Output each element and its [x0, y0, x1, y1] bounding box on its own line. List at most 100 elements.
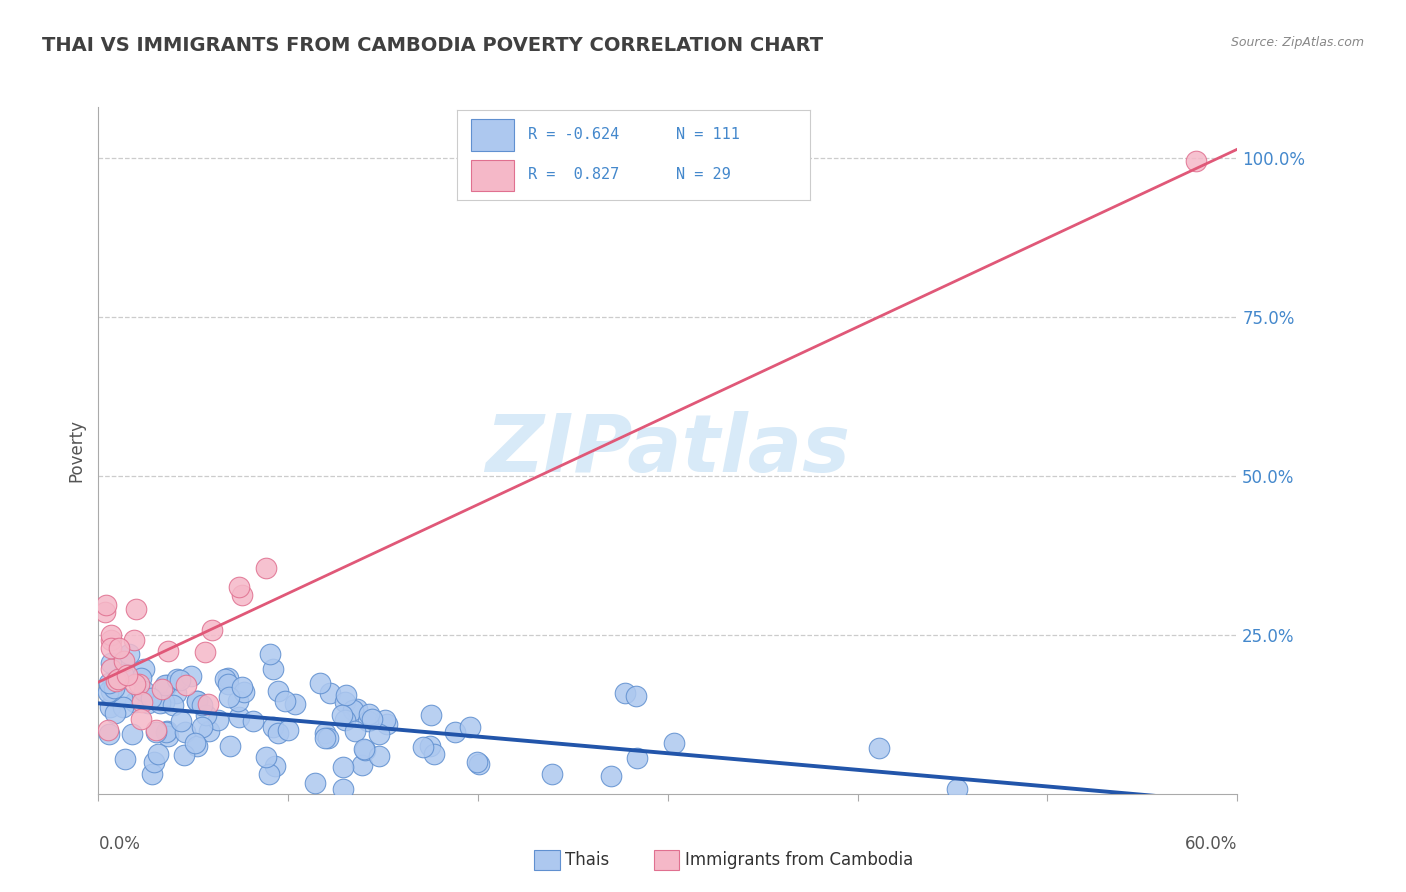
Point	[361, 712, 384, 726]
Point	[946, 781, 969, 796]
Point	[231, 680, 253, 694]
Point	[197, 698, 219, 712]
Point	[104, 706, 127, 720]
Point	[350, 758, 373, 772]
Point	[98, 727, 121, 741]
Point	[97, 723, 120, 738]
Point	[122, 633, 145, 648]
Point	[332, 781, 354, 796]
Text: 0.0%: 0.0%	[98, 835, 141, 853]
Point	[118, 647, 141, 661]
Point	[214, 673, 236, 687]
Point	[420, 708, 443, 723]
Point	[128, 677, 150, 691]
Point	[194, 645, 217, 659]
Point	[134, 662, 156, 676]
Point	[100, 628, 122, 642]
Point	[153, 677, 176, 691]
Point	[142, 755, 165, 769]
Point	[145, 723, 167, 738]
Point	[262, 720, 284, 734]
Text: Thais: Thais	[565, 851, 609, 869]
Point	[104, 673, 127, 688]
Point	[156, 729, 179, 743]
Point	[201, 623, 224, 637]
Point	[217, 671, 239, 685]
Point	[277, 723, 299, 738]
Text: Immigrants from Cambodia: Immigrants from Cambodia	[685, 851, 912, 869]
Point	[868, 740, 890, 755]
Point	[460, 720, 482, 734]
Point	[309, 675, 332, 690]
Point	[600, 769, 623, 783]
Point	[100, 684, 122, 698]
Text: ZIPatlas: ZIPatlas	[485, 411, 851, 490]
Point	[165, 686, 187, 700]
Point	[318, 686, 340, 700]
Point	[100, 661, 122, 675]
Point	[136, 697, 159, 711]
Point	[157, 644, 180, 658]
Point	[191, 698, 214, 713]
Point	[98, 700, 121, 714]
Point	[626, 751, 648, 765]
Point	[335, 688, 357, 702]
Point	[267, 684, 290, 698]
Point	[274, 693, 297, 707]
Point	[207, 713, 229, 727]
Point	[264, 758, 287, 772]
Point	[423, 747, 446, 761]
Point	[314, 725, 336, 739]
Point	[100, 641, 122, 656]
Point	[121, 726, 143, 740]
Point	[166, 672, 188, 686]
Point	[374, 713, 396, 727]
Point	[316, 731, 339, 745]
Point	[111, 667, 134, 681]
Text: 60.0%: 60.0%	[1185, 835, 1237, 853]
Point	[541, 766, 564, 780]
Point	[100, 633, 122, 648]
Point	[153, 696, 176, 710]
Point	[108, 640, 131, 655]
Point	[148, 747, 170, 761]
Point	[149, 696, 172, 710]
Point	[186, 739, 208, 753]
Point	[412, 740, 434, 755]
Point	[367, 748, 389, 763]
Point	[1184, 154, 1206, 169]
Point	[156, 678, 179, 692]
Point	[131, 712, 153, 726]
Point	[257, 767, 280, 781]
Point	[314, 731, 336, 746]
Point	[98, 676, 121, 690]
Point	[228, 694, 250, 708]
Point	[259, 647, 281, 661]
Point	[186, 694, 208, 708]
Point	[173, 725, 195, 739]
Point	[190, 720, 212, 734]
Point	[103, 681, 125, 695]
Point	[170, 714, 193, 728]
Point	[304, 775, 326, 789]
Point	[359, 706, 381, 721]
Point	[112, 654, 135, 668]
Point	[134, 683, 156, 698]
Point	[375, 717, 398, 731]
Point	[180, 668, 202, 682]
Point	[100, 656, 122, 670]
Point	[624, 690, 647, 704]
Point	[468, 756, 491, 771]
Point	[131, 695, 153, 709]
Point	[228, 710, 250, 724]
Point	[174, 678, 197, 692]
Point	[114, 752, 136, 766]
Point	[184, 736, 207, 750]
Y-axis label: Poverty: Poverty	[67, 419, 86, 482]
Point	[419, 739, 441, 753]
Text: Source: ZipAtlas.com: Source: ZipAtlas.com	[1230, 36, 1364, 49]
Point	[217, 677, 239, 691]
Point	[662, 736, 685, 750]
Point	[124, 695, 146, 709]
Text: THAI VS IMMIGRANTS FROM CAMBODIA POVERTY CORRELATION CHART: THAI VS IMMIGRANTS FROM CAMBODIA POVERTY…	[42, 36, 824, 54]
